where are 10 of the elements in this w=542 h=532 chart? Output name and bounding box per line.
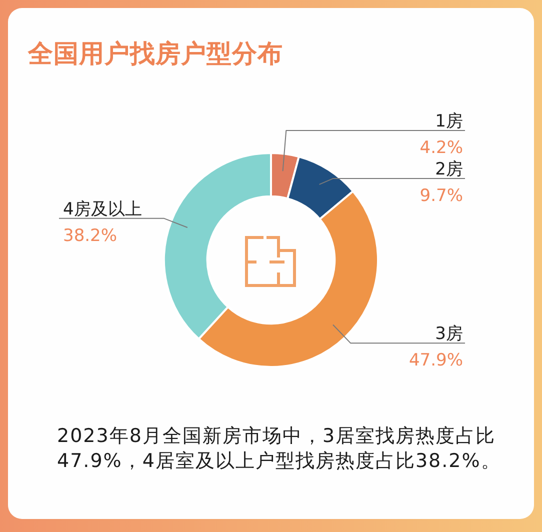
- data-label: 47.9%: [408, 350, 463, 371]
- slice-label: 4房及以上: [63, 199, 142, 220]
- slice-label: 1房: [435, 112, 463, 132]
- data-label: 9.7%: [420, 186, 463, 206]
- data-label: 4.2%: [420, 138, 463, 158]
- slice-label: 2房: [435, 160, 463, 180]
- text: 2023年8月全国新房市场中，3居室找房热度占比47.9%，4居室及以上户型找房热度占比38.2%。: [57, 424, 502, 474]
- data-label: 38.2%: [63, 226, 118, 246]
- chart-title: 全国用户找房户型分布: [28, 38, 283, 70]
- slice-label: 3房: [435, 324, 463, 344]
